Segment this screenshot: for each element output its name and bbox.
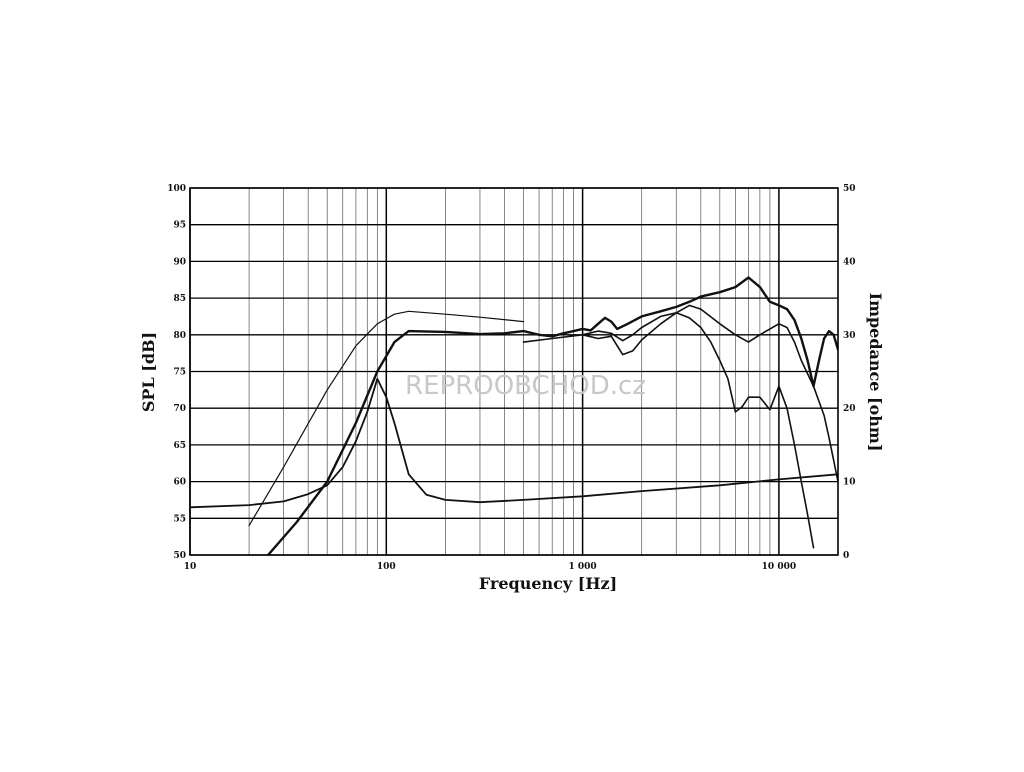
y-tick-label: 75 <box>173 368 186 378</box>
y-tick-label: 80 <box>173 331 186 341</box>
y-tick-label: 95 <box>173 221 186 231</box>
y2-tick-label: 20 <box>843 404 856 414</box>
y-tick-label: 70 <box>173 404 186 414</box>
y2-tick-label: 30 <box>843 331 856 341</box>
x-tick-label: 10 <box>184 562 197 572</box>
y2-tick-label: 50 <box>843 184 856 194</box>
grid <box>189 187 839 556</box>
x-tick-label: 1 000 <box>569 562 597 572</box>
watermark-text: REPROOBCHOD.cz <box>405 371 646 401</box>
y2-tick-label: 10 <box>843 478 856 488</box>
y-tick-label: 65 <box>173 441 186 451</box>
y-tick-label: 90 <box>173 257 186 267</box>
y2-axis-title: Impedance [ohm] <box>866 293 885 452</box>
x-tick-label: 100 <box>377 562 396 572</box>
y-tick-label: 50 <box>173 551 186 561</box>
spl-line-3 <box>522 304 838 483</box>
spl-line-2 <box>266 276 838 555</box>
y-tick-label: 100 <box>167 184 186 194</box>
y-axis-title: SPL [dB] <box>139 332 158 412</box>
impedance-line-5 <box>190 377 838 509</box>
series-group <box>190 276 838 555</box>
plot-frame <box>189 187 839 556</box>
spl-line-4 <box>581 311 815 549</box>
spl-line-1 <box>248 310 525 527</box>
y2-tick-label: 0 <box>843 551 849 561</box>
x-tick-label: 10 000 <box>762 562 796 572</box>
y2-tick-label: 40 <box>843 257 856 267</box>
x-axis-title: Frequency [Hz] <box>479 574 617 593</box>
y-tick-label: 55 <box>173 514 186 524</box>
y-tick-label: 60 <box>173 478 186 488</box>
y-tick-label: 85 <box>173 294 186 304</box>
